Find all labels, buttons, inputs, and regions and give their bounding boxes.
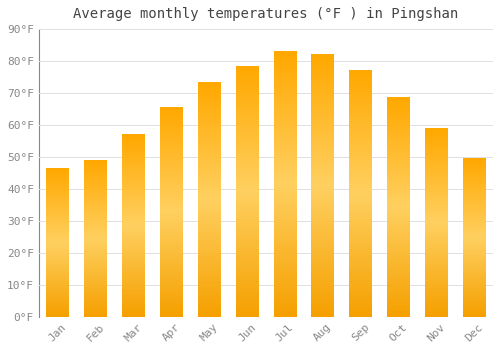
Title: Average monthly temperatures (°F ) in Pingshan: Average monthly temperatures (°F ) in Pi…	[74, 7, 458, 21]
